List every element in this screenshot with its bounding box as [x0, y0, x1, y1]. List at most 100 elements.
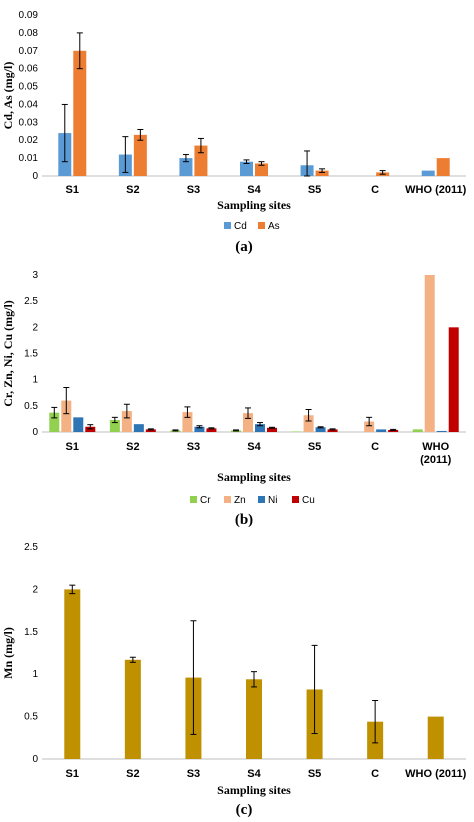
y-tick-label: 0.08	[19, 28, 39, 39]
bar-zn-s3	[182, 412, 193, 432]
x-tick-label: (2011)	[420, 454, 452, 466]
legend-swatch-zn	[224, 496, 231, 503]
x-tick-label: S5	[308, 768, 321, 780]
y-tick-label: 2	[32, 584, 38, 595]
x-tick-label: C	[371, 768, 379, 780]
x-tick-label: S2	[126, 768, 139, 780]
bar-as-s5	[315, 170, 329, 176]
x-axis-label: Sampling sites	[217, 783, 291, 797]
y-tick-label: 0.09	[19, 10, 39, 21]
panel-label: (b)	[235, 512, 253, 528]
bar-cr-s1	[49, 412, 60, 432]
chart-panel-2: 0 0.5 1 1.5 2 2.5 3 S1 S2 S3 S4 S5 C WHO(2011) Samplin…	[1, 270, 466, 528]
panel-label: (c)	[236, 802, 253, 818]
x-tick-label: S3	[187, 184, 200, 196]
bar-ni-s3	[194, 426, 205, 432]
x-tick-label: S1	[66, 184, 79, 196]
y-tick-label: 0.05	[19, 82, 39, 93]
bar-ni-c	[376, 429, 387, 432]
x-tick-label: S3	[187, 441, 200, 453]
legend-swatch-as	[258, 222, 265, 229]
y-tick-label: 0.07	[19, 46, 39, 57]
bar-ni-s4	[255, 424, 265, 432]
legend-label-zn: Zn	[234, 495, 246, 506]
legend-label-cr: Cr	[200, 495, 211, 506]
x-tick-label: S5	[308, 184, 321, 196]
bar-zn-s1	[61, 400, 72, 432]
bar-mn-who2011	[427, 716, 444, 759]
bar-as-s4	[255, 163, 268, 176]
bar-as-s1	[73, 50, 87, 176]
bar-cu-s3	[206, 428, 217, 432]
y-tick-label: 0.06	[19, 64, 39, 75]
y-axis-label: Cr, Zn, Ni, Cu (mg/l)	[1, 300, 15, 407]
bar-zn-s5	[303, 415, 314, 432]
bar-as-who2011	[436, 158, 450, 176]
x-tick-label: S1	[66, 768, 79, 780]
bar-cr-who2011	[412, 429, 423, 432]
legend-swatch-cr	[190, 496, 197, 503]
y-tick-label: 0.5	[24, 401, 38, 412]
y-tick-label: 1.5	[24, 349, 38, 360]
bar-as-s2	[133, 134, 147, 176]
y-tick-label: 0.01	[19, 153, 39, 164]
bar-cd-who2011	[421, 170, 435, 176]
bar-zn-who2011	[424, 275, 435, 432]
y-tick-label: 3	[32, 270, 38, 281]
y-tick-label: 1	[32, 669, 38, 680]
legend-swatch-ni	[258, 496, 265, 503]
x-tick-label: WHO (2011)	[405, 768, 466, 780]
y-tick-label: 0.03	[19, 117, 39, 128]
bar-cu-who2011	[448, 327, 459, 432]
bar-as-s3	[194, 145, 208, 176]
bar-zn-s4	[243, 413, 253, 432]
y-tick-label: 2.5	[24, 542, 38, 553]
legend-swatch-cd	[224, 222, 231, 229]
bar-ni-who2011	[436, 430, 447, 432]
legend-label-as: As	[268, 221, 280, 232]
legend-label-ni: Ni	[268, 495, 277, 506]
x-axis-label: Sampling sites	[217, 198, 291, 212]
bar-zn-c	[364, 421, 375, 432]
x-tick-label: WHO (2011)	[405, 184, 466, 196]
y-tick-label: 0	[32, 427, 38, 438]
legend-label-cu: Cu	[302, 495, 315, 506]
y-tick-label: 2	[32, 322, 38, 333]
y-tick-label: 0	[32, 171, 38, 182]
chart-panel-3: 0 0.5 1 1.5 2 2.5 S1 S2 S3 S4 S5 C WHO (2011) Samplin…	[1, 542, 467, 818]
y-tick-label: 0.5	[24, 712, 38, 723]
bar-mn-s2	[124, 659, 141, 759]
y-tick-label: 0.02	[19, 135, 39, 146]
chart-panel-1: 0 0.01 0.02 0.03 0.04 0.05 0.06 0.07 0.08 0.09 S1 S…	[1, 10, 467, 255]
bar-mn-s4	[246, 679, 262, 759]
y-tick-label: 2.5	[24, 296, 38, 307]
bar-cd-s4	[240, 161, 253, 176]
bar-ni-s2	[133, 424, 144, 432]
y-tick-label: 0.04	[19, 99, 39, 110]
bar-zn-s2	[121, 411, 132, 432]
bar-mn-s1	[64, 589, 81, 759]
x-tick-label: S4	[247, 184, 261, 196]
y-axis-label: Cd, As (mg/l)	[1, 62, 15, 130]
bar-ni-s1	[73, 417, 84, 432]
bar-cu-s2	[145, 429, 156, 432]
y-tick-label: 0	[32, 754, 38, 765]
x-tick-label: S5	[308, 441, 321, 453]
bar-cu-s1	[85, 426, 96, 432]
panel-label: (a)	[235, 239, 253, 255]
x-tick-label: S1	[66, 441, 79, 453]
x-tick-label: S4	[247, 441, 261, 453]
bar-cd-s3	[179, 158, 193, 176]
x-tick-label: C	[371, 184, 379, 196]
bar-cu-s5	[327, 429, 338, 432]
y-tick-label: 1.5	[24, 627, 38, 638]
y-tick-label: 1	[32, 375, 38, 386]
bar-cr-s5	[291, 431, 302, 432]
y-axis-label: Mn (mg/l)	[1, 627, 15, 679]
x-tick-label: C	[371, 441, 379, 453]
bar-ni-s5	[315, 427, 326, 432]
bar-cu-c	[388, 429, 399, 432]
x-tick-label: S4	[247, 768, 261, 780]
bar-cr-s2	[109, 419, 120, 432]
bar-cu-s4	[267, 427, 277, 432]
